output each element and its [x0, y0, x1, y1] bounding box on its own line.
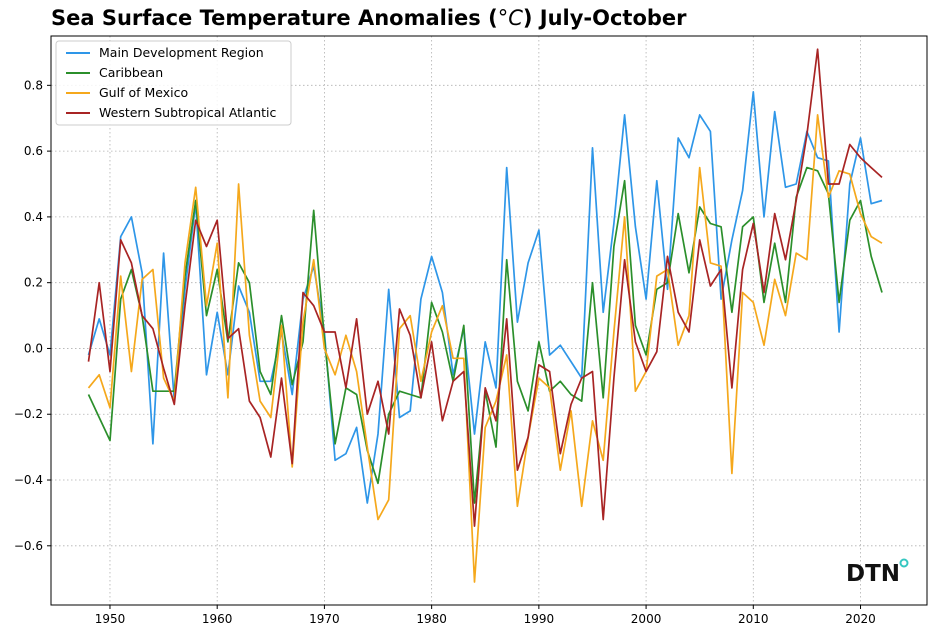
- y-tick-label: 0.4: [24, 210, 43, 224]
- y-tick-label: 0.0: [24, 341, 43, 355]
- y-tick-label: −0.4: [14, 473, 43, 487]
- y-tick-label: 0.6: [24, 144, 43, 158]
- y-tick-label: −0.6: [14, 539, 43, 553]
- x-tick-label: 1990: [524, 612, 555, 626]
- logo-text: DTN: [846, 561, 900, 587]
- x-tick-label: 1980: [416, 612, 447, 626]
- series-line-western-subtropical-atlantic: [87, 48, 883, 527]
- x-tick-label: 1960: [202, 612, 233, 626]
- dtn-logo: DTN: [846, 558, 909, 587]
- legend-item-western-subtropical-atlantic: Western Subtropical Atlantic: [66, 105, 276, 120]
- x-tick-label: 1970: [309, 612, 340, 626]
- legend-label: Main Development Region: [99, 45, 264, 60]
- legend-item-main-development-region: Main Development Region: [66, 45, 264, 60]
- plot-frame: [50, 35, 928, 606]
- legend-label: Western Subtropical Atlantic: [99, 105, 276, 120]
- logo-dot-icon: [899, 558, 909, 568]
- y-tick-label: 0.2: [24, 276, 43, 290]
- x-tick-label: 2020: [845, 612, 876, 626]
- series-line-gulf-of-mexico: [87, 114, 883, 583]
- chart-title: Sea Surface Temperature Anomalies (°C) J…: [51, 6, 687, 30]
- legend: Main Development Region Caribbean Gulf o…: [55, 40, 292, 126]
- legend-item-caribbean: Caribbean: [66, 65, 163, 80]
- y-tick-label: −0.2: [14, 407, 43, 421]
- x-tick-label: 2000: [631, 612, 662, 626]
- title-unit: °C: [497, 6, 523, 30]
- y-tick-label: 0.8: [24, 78, 43, 92]
- x-axis: 1950 1960 1970 1980 1990 2000 2010 2020: [95, 605, 876, 626]
- x-tick-label: 1950: [95, 612, 126, 626]
- series-layer: [87, 48, 883, 583]
- series-line-caribbean: [87, 166, 883, 504]
- legend-label: Gulf of Mexico: [99, 85, 188, 100]
- legend-item-gulf-of-mexico: Gulf of Mexico: [66, 85, 188, 100]
- x-tick-label: 2010: [738, 612, 769, 626]
- grid-lines: [51, 36, 927, 605]
- legend-label: Caribbean: [99, 65, 163, 80]
- legend-box: [55, 40, 292, 126]
- y-axis: −0.6 −0.4 −0.2 0.0 0.2 0.4 0.6 0.8: [14, 78, 51, 553]
- series-line-main-development-region: [87, 91, 883, 504]
